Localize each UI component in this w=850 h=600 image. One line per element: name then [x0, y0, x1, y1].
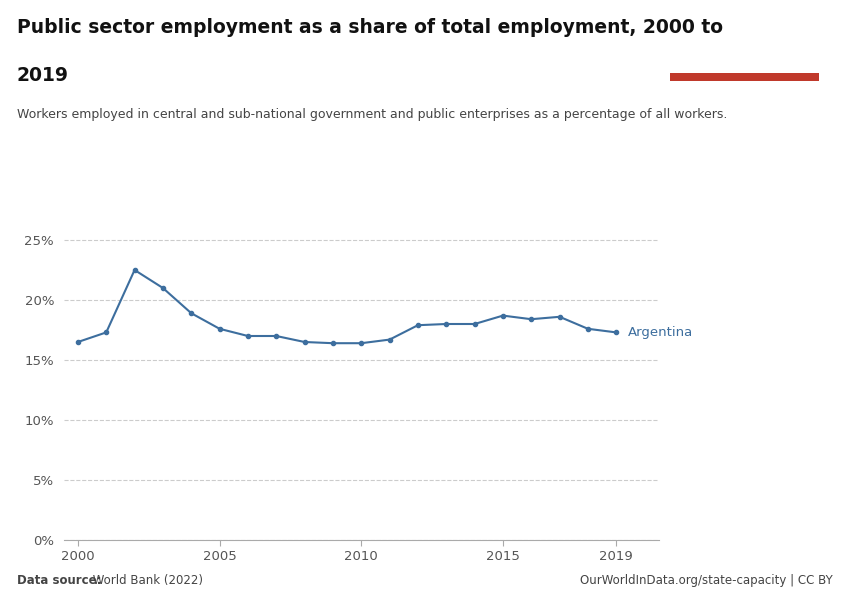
Text: OurWorldInData.org/state-capacity | CC BY: OurWorldInData.org/state-capacity | CC B…: [581, 574, 833, 587]
Text: 2019: 2019: [17, 66, 69, 85]
Text: Argentina: Argentina: [627, 326, 693, 339]
Text: Public sector employment as a share of total employment, 2000 to: Public sector employment as a share of t…: [17, 18, 723, 37]
Text: Data source:: Data source:: [17, 574, 101, 587]
Bar: [670, 73, 819, 81]
Text: World Bank (2022): World Bank (2022): [89, 574, 203, 587]
Text: Our World
in Data: Our World in Data: [711, 26, 778, 56]
Text: Workers employed in central and sub-national government and public enterprises a: Workers employed in central and sub-nati…: [17, 108, 728, 121]
